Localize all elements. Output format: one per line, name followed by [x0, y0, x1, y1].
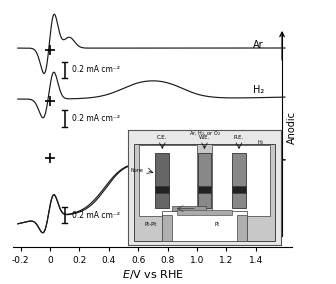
Text: Ar: Ar: [253, 40, 263, 50]
Text: Anodic: Anodic: [287, 111, 297, 144]
Text: 0.2 mA cm⁻²: 0.2 mA cm⁻²: [72, 65, 120, 74]
Text: 0.2 mA cm⁻²: 0.2 mA cm⁻²: [72, 114, 120, 123]
Text: H₂: H₂: [253, 85, 264, 95]
X-axis label: $E$/V vs RHE: $E$/V vs RHE: [122, 268, 184, 281]
Text: O₂: O₂: [253, 147, 264, 157]
Text: 0.2 mA cm⁻²: 0.2 mA cm⁻²: [72, 211, 120, 220]
